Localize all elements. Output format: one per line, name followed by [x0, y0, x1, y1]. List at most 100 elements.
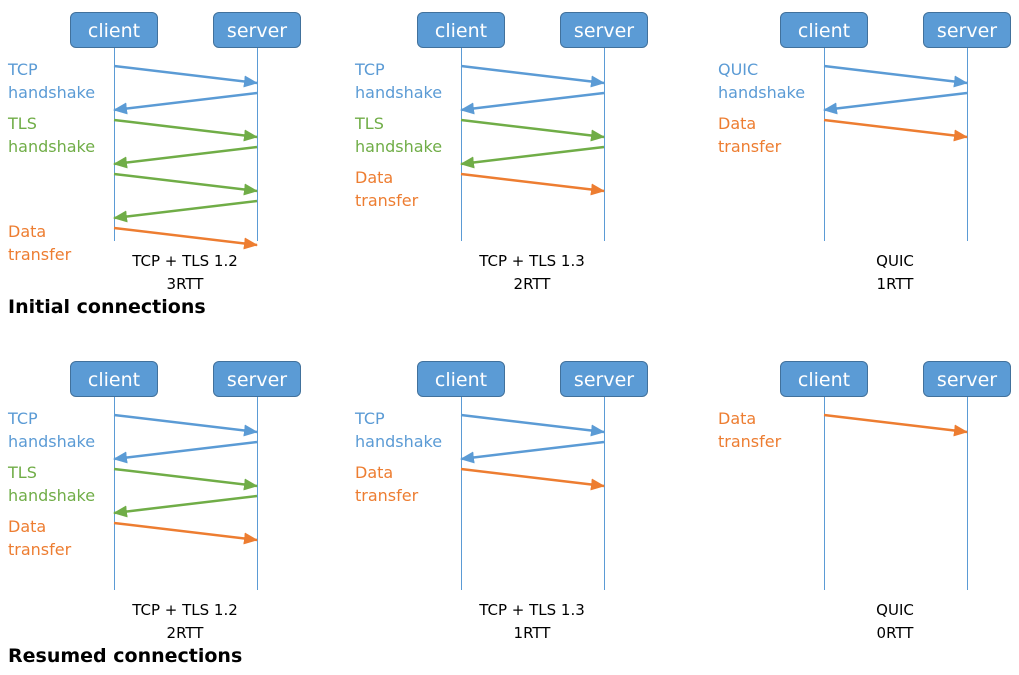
rtt-caption: 1RTT: [876, 275, 914, 293]
phase-label: Data transfer: [718, 112, 823, 158]
client-lifeline: [824, 48, 825, 241]
client-lifeline: [461, 397, 462, 590]
server-box: server: [213, 361, 301, 397]
phase-label-line: Data: [718, 409, 757, 428]
server-to-client-tcp-arrow: [460, 91, 605, 115]
panel-caption: TCP + TLS 1.3 1RTT: [477, 599, 587, 645]
phase-label: TLS handshake: [355, 112, 460, 158]
client-to-server-data-arrow: [823, 118, 968, 142]
message-arrows: [113, 413, 258, 545]
client-to-server-tcp-arrow: [113, 64, 258, 88]
message-arrows: [113, 64, 258, 250]
server-to-client-tls-arrow: [113, 494, 258, 518]
phase-label-line: handshake: [8, 432, 96, 451]
client-lifeline: [461, 48, 462, 241]
client-box: client: [70, 361, 158, 397]
server-to-client-tcp-arrow: [113, 91, 258, 115]
server-to-client-tcp-arrow: [460, 440, 605, 464]
client-to-server-data-arrow: [460, 467, 605, 491]
phase-label: Data transfer: [718, 407, 823, 453]
message-arrows: [460, 413, 605, 491]
message-arrows: [823, 64, 968, 142]
server-box: server: [560, 361, 648, 397]
rtt-caption: 0RTT: [876, 624, 914, 642]
message-arrows: [823, 413, 968, 437]
server-to-client-tls-arrow: [113, 145, 258, 169]
phase-label: TCP handshake: [355, 58, 460, 104]
section-title: Resumed connections: [8, 645, 243, 667]
phase-label-line: Data: [718, 114, 757, 133]
sequence-panel: client server TCP handshake TLS handshake Data…: [0, 349, 340, 649]
phase-label-line: TCP: [355, 60, 385, 79]
sequence-panel: client server QUIC handshake Data transfer QUI…: [710, 0, 1019, 300]
phase-label-line: TCP: [8, 409, 38, 428]
phase-label-line: TLS: [355, 114, 384, 133]
phase-label-line: handshake: [8, 486, 96, 505]
server-box: server: [560, 12, 648, 48]
rtt-caption: 2RTT: [166, 624, 204, 642]
phase-label: Data transfer: [8, 220, 113, 266]
panel-caption: QUIC 1RTT: [840, 250, 950, 296]
phase-label: QUIC handshake: [718, 58, 823, 104]
phase-label-line: Data: [355, 168, 394, 187]
client-box: client: [417, 361, 505, 397]
client-to-server-tcp-arrow: [113, 413, 258, 437]
client-to-server-tls-arrow: [113, 172, 258, 196]
client-to-server-tls-arrow: [113, 467, 258, 491]
protocol-caption: TCP + TLS 1.2: [132, 601, 238, 619]
client-to-server-data-arrow: [460, 172, 605, 196]
phase-label: TCP handshake: [355, 407, 460, 453]
phase-label-line: transfer: [718, 137, 782, 156]
panel-caption: TCP + TLS 1.2 3RTT: [130, 250, 240, 296]
phase-label: Data transfer: [8, 515, 113, 561]
panel-caption: QUIC 0RTT: [840, 599, 950, 645]
client-box: client: [417, 12, 505, 48]
server-box: server: [923, 12, 1011, 48]
phase-label-line: transfer: [8, 245, 72, 264]
client-to-server-data-arrow: [113, 226, 258, 250]
phase-label-line: handshake: [8, 137, 96, 156]
server-to-client-tls-arrow: [113, 199, 258, 223]
phase-label-line: handshake: [718, 83, 806, 102]
phase-label-line: TCP: [8, 60, 38, 79]
server-lifeline: [604, 48, 605, 241]
message-arrows: [460, 64, 605, 196]
client-to-server-data-arrow: [823, 413, 968, 437]
phase-label-line: TLS: [8, 114, 37, 133]
client-lifeline: [114, 48, 115, 241]
client-box: client: [780, 361, 868, 397]
phase-label-line: handshake: [8, 83, 96, 102]
client-to-server-data-arrow: [113, 521, 258, 545]
client-to-server-tcp-arrow: [460, 413, 605, 437]
client-box: client: [70, 12, 158, 48]
server-lifeline: [967, 48, 968, 241]
phase-label-line: transfer: [355, 486, 419, 505]
phase-label-line: handshake: [355, 432, 443, 451]
server-lifeline: [967, 397, 968, 590]
client-lifeline: [114, 397, 115, 590]
server-box: server: [213, 12, 301, 48]
sequence-panel: client server TCP handshake Data transfer TCP …: [347, 349, 687, 649]
protocol-caption: TCP + TLS 1.3: [479, 252, 585, 270]
phase-label-line: TCP: [355, 409, 385, 428]
client-to-server-tls-arrow: [460, 118, 605, 142]
client-to-server-tcp-arrow: [823, 64, 968, 88]
phase-label: TCP handshake: [8, 58, 113, 104]
protocol-caption: TCP + TLS 1.2: [132, 252, 238, 270]
server-box: server: [923, 361, 1011, 397]
client-to-server-tls-arrow: [113, 118, 258, 142]
phase-label: TCP handshake: [8, 407, 113, 453]
client-to-server-tcp-arrow: [460, 64, 605, 88]
rtt-caption: 1RTT: [513, 624, 551, 642]
server-lifeline: [604, 397, 605, 590]
phase-label: TLS handshake: [8, 112, 113, 158]
phase-label-line: handshake: [355, 137, 443, 156]
phase-label-line: Data: [8, 517, 47, 536]
phase-label: Data transfer: [355, 166, 460, 212]
phase-label-line: Data: [355, 463, 394, 482]
protocol-caption: QUIC: [876, 252, 914, 270]
phase-label-line: Data: [8, 222, 47, 241]
server-to-client-tcp-arrow: [113, 440, 258, 464]
section-title: Initial connections: [8, 296, 206, 318]
